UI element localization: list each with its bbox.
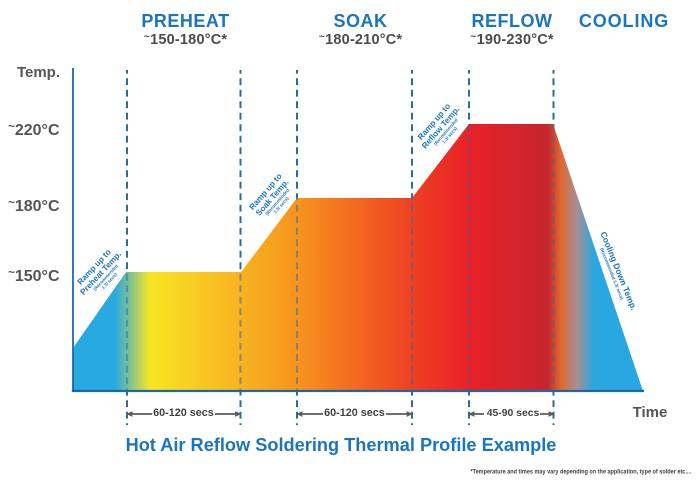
svg-text:~190-230°C*: ~190-230°C*	[470, 31, 554, 48]
svg-text:Temp.: Temp.	[17, 64, 60, 81]
svg-text:*Temperature and times may var: *Temperature and times may vary dependin…	[471, 469, 692, 476]
svg-text:REFLOW: REFLOW	[472, 11, 553, 31]
svg-text:60-120 secs: 60-120 secs	[153, 407, 214, 419]
svg-text:~150-180°C*: ~150-180°C*	[144, 31, 228, 48]
svg-text:PREHEAT: PREHEAT	[141, 11, 229, 31]
svg-text:~150°C: ~150°C	[8, 267, 60, 285]
svg-text:60-120 secs: 60-120 secs	[324, 407, 385, 419]
svg-text:~180°C: ~180°C	[8, 197, 60, 215]
svg-text:~180-210°C*: ~180-210°C*	[319, 31, 403, 48]
svg-text:45-90 secs: 45-90 secs	[487, 408, 540, 419]
svg-text:Time: Time	[633, 404, 668, 421]
svg-text:Hot Air Reflow Soldering Therm: Hot Air Reflow Soldering Thermal Profile…	[126, 435, 557, 455]
svg-text:COOLING: COOLING	[579, 11, 669, 31]
svg-text:~220°C: ~220°C	[8, 121, 60, 139]
svg-text:SOAK: SOAK	[333, 11, 387, 31]
